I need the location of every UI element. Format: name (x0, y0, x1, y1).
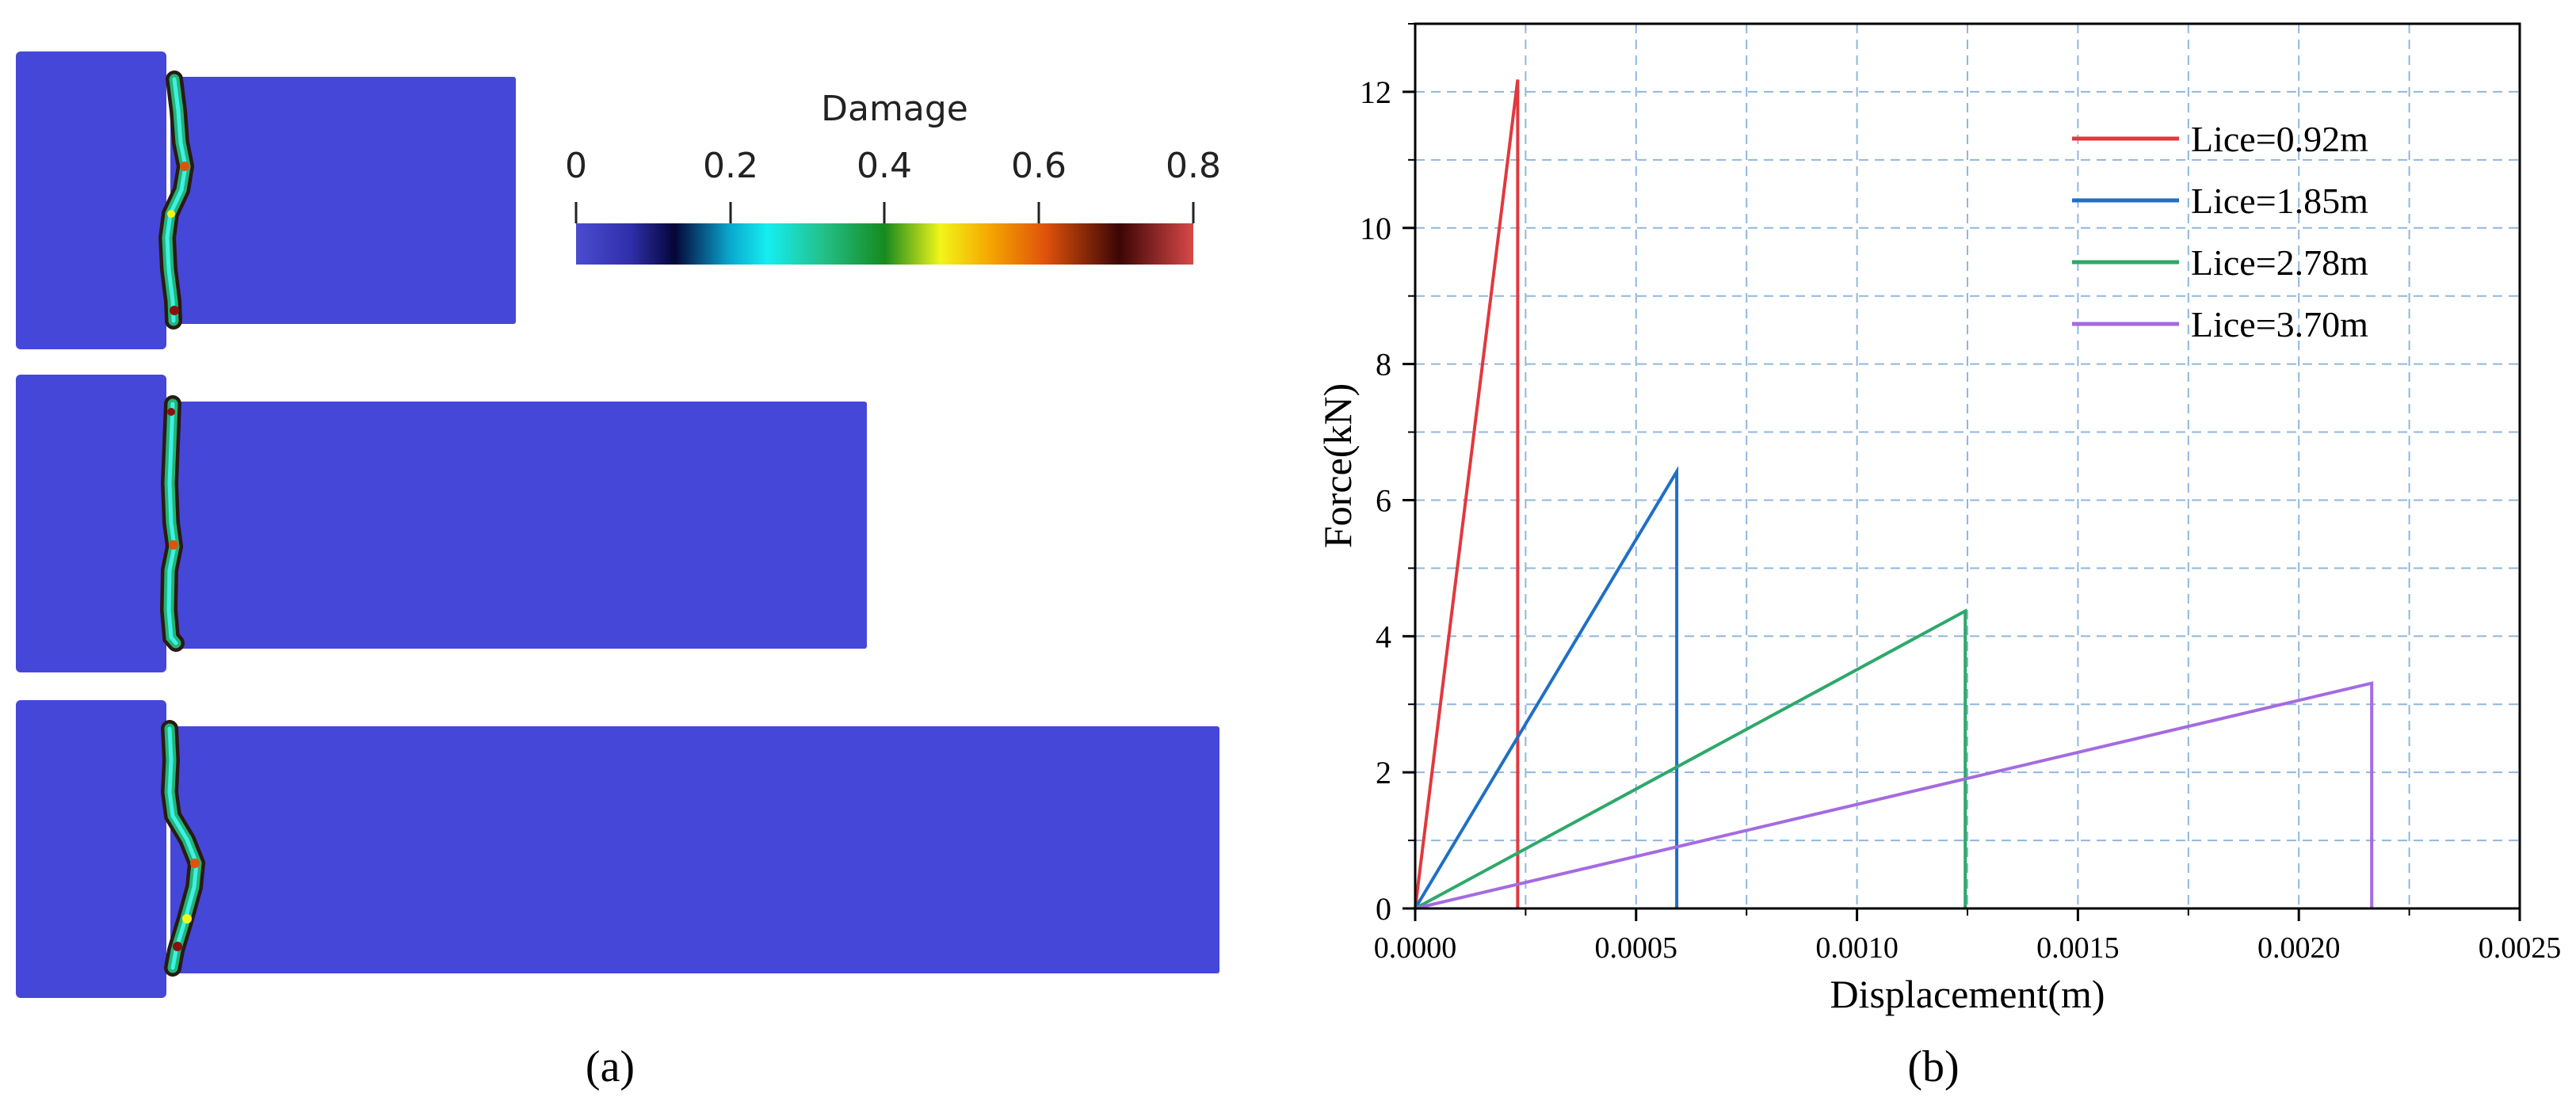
damage-crack (160, 720, 206, 977)
chart-grid (1415, 24, 2520, 908)
y-tick-label: 10 (1360, 211, 1391, 246)
chart-series (1414, 79, 2374, 910)
panel-a-caption: (a) (586, 1042, 635, 1091)
support-block (16, 375, 166, 672)
colorbar-tick-label: 0.4 (857, 146, 912, 186)
colorbar-tick-label: 0.8 (1166, 146, 1221, 186)
colorbar-tick-label: 0.2 (703, 146, 758, 186)
damage-crack (159, 395, 185, 652)
x-tick-label: 0.0005 (1595, 931, 1678, 965)
y-axis-label: Force(kN) (1315, 383, 1360, 548)
series-line (1414, 681, 2374, 910)
x-tick-label: 0.0015 (2036, 931, 2120, 965)
legend-label: Lice=3.70m (2191, 304, 2368, 345)
chart-legend: Lice=0.92m Lice=1.85m Lice=2.78m Lice=3.70m (2072, 119, 2368, 345)
legend-label: Lice=2.78m (2191, 242, 2368, 283)
colorbar-tick-label: 0.6 (1011, 146, 1067, 186)
x-tick-label: 0.0025 (2479, 931, 2562, 965)
panel-a: Damage 0 0.2 0.4 0.6 0.8 (a) (16, 51, 1221, 1091)
panel-b-caption: (b) (1907, 1042, 1959, 1091)
legend-label: Lice=1.85m (2191, 181, 2368, 221)
ice-sheet (170, 77, 516, 324)
colorbar-gradient (576, 223, 1193, 265)
y-tick-label: 12 (1360, 74, 1391, 110)
series-line (1414, 466, 1679, 910)
ice-sample-2 (16, 375, 867, 672)
damage-crack (158, 70, 195, 329)
series-line (1414, 608, 1967, 910)
ice-sheet (170, 402, 867, 649)
colorbar-tick-label: 0 (565, 146, 587, 186)
series-line (1414, 79, 1520, 909)
force-displacement-chart: 0.0000 0.0005 0.0010 0.0015 0.0020 0.0025 0 2 4 6… (1315, 22, 2562, 1091)
x-tick-label: 0.0020 (2257, 931, 2341, 965)
colorbar: Damage 0 0.2 0.4 0.6 0.8 (565, 89, 1221, 265)
x-tick-label: 0.0010 (1815, 931, 1899, 965)
x-axis-label: Displacement(m) (1830, 972, 2105, 1016)
x-tick-label: 0.0000 (1374, 931, 1457, 965)
y-tick-label: 4 (1376, 619, 1391, 654)
y-tick-label: 2 (1376, 755, 1391, 790)
ice-sample-1 (16, 51, 516, 349)
colorbar-ticks (574, 202, 1195, 223)
y-tick-label: 0 (1376, 891, 1391, 927)
support-block (16, 700, 166, 998)
ice-sheet (170, 726, 1219, 973)
support-block (16, 51, 166, 349)
ice-sample-3 (16, 700, 1219, 998)
colorbar-title: Damage (821, 89, 968, 129)
chart-ticks: 0.0000 0.0005 0.0010 0.0015 0.0020 0.0025 0 2 4 6… (1360, 23, 2562, 965)
y-tick-label: 6 (1376, 482, 1391, 518)
legend-label: Lice=0.92m (2191, 119, 2368, 159)
y-tick-label: 8 (1376, 347, 1391, 383)
